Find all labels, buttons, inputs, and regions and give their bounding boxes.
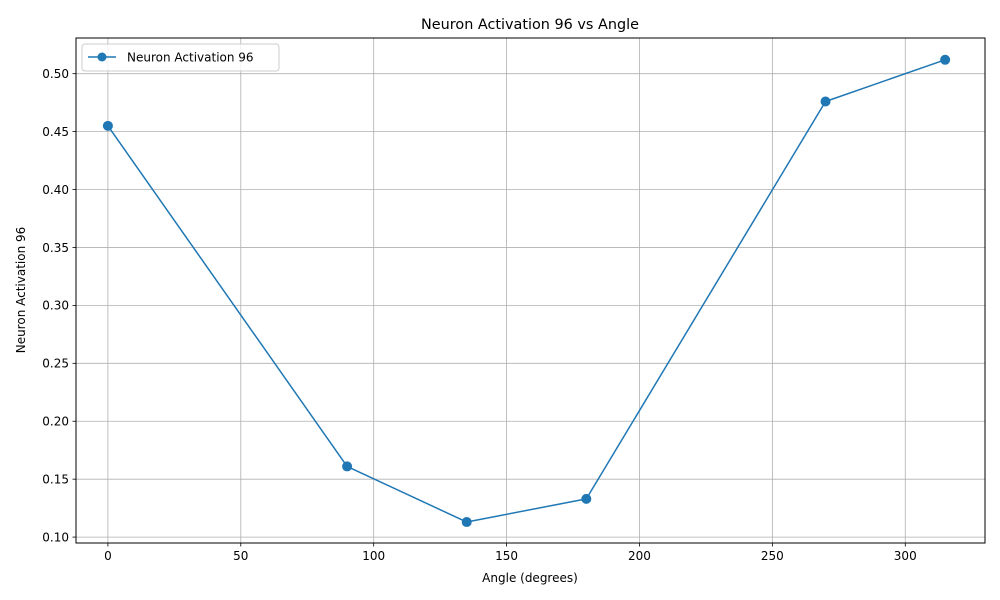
data-point [820,96,831,107]
grid [76,38,985,543]
data-point [342,461,353,472]
data-point [102,120,113,131]
y-tick-label: 0.50 [42,67,69,81]
x-tick-label: 250 [761,549,784,563]
y-axis-ticks: 0.10 0.15 0.20 0.25 0.30 0.35 0.40 0.45 0.50 [42,67,76,544]
y-tick-label: 0.45 [42,125,69,139]
data-point [461,517,472,528]
legend: Neuron Activation 96 [81,43,280,72]
y-tick-label: 0.10 [42,530,69,544]
plot-frame [75,37,986,544]
y-tick-label: 0.15 [42,472,69,486]
y-tick-label: 0.40 [42,183,69,197]
legend-box [81,43,280,72]
legend-marker-icon [97,52,107,62]
y-tick-label: 0.20 [42,415,69,429]
data-point [581,493,592,504]
x-tick-label: 150 [495,549,518,563]
x-tick-label: 100 [362,549,385,563]
y-tick-label: 0.30 [42,299,69,313]
series-line [107,59,946,523]
legend-label: Neuron Activation 96 [127,51,254,65]
chart-title: Neuron Activation 96 vs Angle [421,17,639,33]
y-axis-title: Neuron Activation 96 [14,227,28,354]
x-tick-label: 200 [628,549,651,563]
y-tick-label: 0.35 [42,241,69,255]
x-tick-label: 0 [104,549,112,563]
y-tick-label: 0.25 [42,357,69,371]
data-point [940,54,951,65]
x-tick-label: 300 [894,549,917,563]
x-axis-ticks: 0 50 100 150 200 250 300 [104,543,917,563]
series-layer [102,54,951,528]
x-axis-title: Angle (degrees) [482,571,578,585]
x-tick-label: 50 [233,549,248,563]
